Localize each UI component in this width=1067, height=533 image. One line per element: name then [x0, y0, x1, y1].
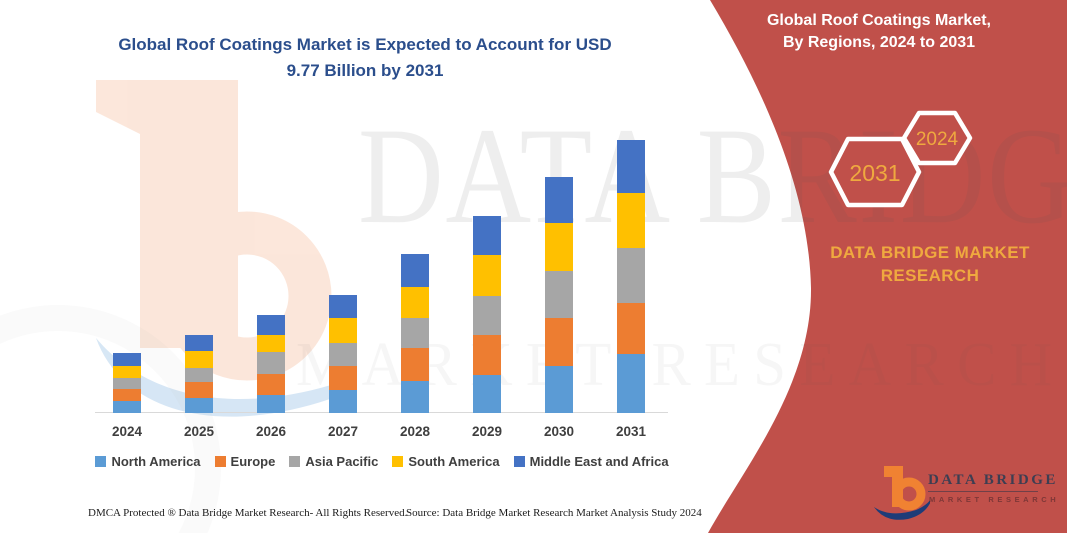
logo-wordmark: DATA BRIDGE	[928, 472, 1058, 488]
data-bridge-logo-mark	[874, 466, 930, 520]
logo-tagline: MARKET RESEARCH	[929, 495, 1060, 504]
banner-brand-line1: DATA BRIDGE MARKET	[830, 243, 1030, 262]
hexagon-2024: 2024	[901, 110, 973, 166]
banner-heading: Global Roof Coatings Market, By Regions,…	[733, 10, 1025, 54]
banner-heading-line1: Global Roof Coatings Market,	[766, 12, 991, 29]
banner-heading-line2: By Regions, 2024 to 2031	[782, 34, 976, 51]
page-title: Global Roof Coatings Market is Expected …	[100, 32, 630, 84]
hexagon-badges: 2031 2024	[828, 110, 973, 208]
source-note: Source: Data Bridge Market Research Mark…	[406, 507, 702, 519]
logo-divider	[928, 491, 1038, 492]
banner-brand-text: DATA BRIDGE MARKET RESEARCH	[790, 241, 1067, 287]
page-title-line2: 9.77 Billion by 2031	[286, 61, 444, 80]
banner-brand-line2: RESEARCH	[880, 266, 980, 285]
hexagon-2031: 2031	[828, 136, 922, 208]
hexagon-2024-label: 2024	[916, 129, 959, 150]
dmca-notice: DMCA Protected ® Data Bridge Market Rese…	[88, 507, 408, 519]
hexagon-2031-label: 2031	[849, 160, 900, 186]
page-title-line1: Global Roof Coatings Market is Expected …	[118, 35, 612, 54]
